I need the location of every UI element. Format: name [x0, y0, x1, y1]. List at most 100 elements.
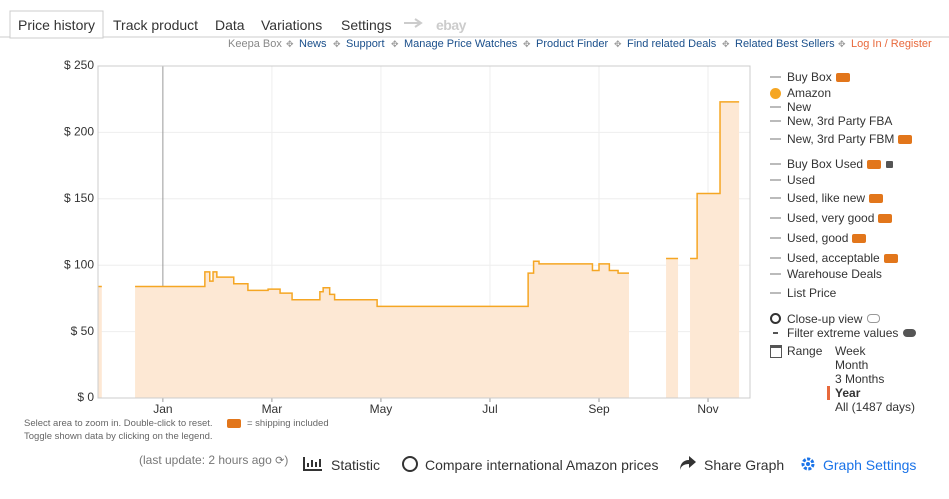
- legend-item[interactable]: Used, acceptable: [787, 252, 898, 264]
- separator: ✥: [391, 39, 399, 49]
- legend-line: [770, 292, 781, 294]
- range-option[interactable]: 3 Months: [835, 372, 885, 386]
- legend-text: Used, very good: [787, 211, 875, 225]
- truck-icon: [227, 419, 241, 428]
- legend-line: [770, 163, 781, 165]
- filter-toggle[interactable]: Filter extreme values: [787, 326, 917, 340]
- tab[interactable]: Settings: [341, 17, 392, 33]
- legend-line: [770, 120, 781, 122]
- legend-item[interactable]: Used, very good: [787, 211, 893, 225]
- truck-icon: [867, 160, 882, 169]
- legend-text: Used, acceptable: [787, 251, 880, 265]
- price-area: [98, 101, 740, 398]
- legend-text: Buy Box: [787, 70, 832, 84]
- option-text: Close-up view: [787, 312, 863, 326]
- graph-settings-button[interactable]: Graph Settings: [823, 457, 917, 473]
- price-line: [98, 101, 740, 308]
- legend-line: [770, 273, 781, 275]
- active-tab: [9, 10, 104, 39]
- tab[interactable]: ebay: [436, 17, 466, 33]
- range-label: Range: [787, 344, 823, 358]
- x-tick-label: Mar: [262, 402, 283, 416]
- y-tick-label: $ 100: [64, 257, 94, 271]
- tab[interactable]: Data: [215, 17, 245, 33]
- refresh-icon[interactable]: ⟳: [275, 455, 285, 467]
- legend-item[interactable]: Used, like new: [787, 191, 884, 205]
- legend-item[interactable]: New, 3rd Party FBA: [787, 114, 893, 128]
- legend-line: [770, 237, 781, 239]
- separator: ✥: [614, 39, 622, 49]
- tab[interactable]: Variations: [261, 17, 323, 33]
- range-option[interactable]: Month: [835, 358, 869, 372]
- separator: ✥: [523, 39, 531, 49]
- legend-line: [770, 197, 781, 199]
- legend-item[interactable]: New: [787, 100, 812, 114]
- link[interactable]: Manage Price Watches: [404, 38, 518, 50]
- truck-icon: [878, 214, 893, 223]
- toggle-on: [903, 329, 917, 337]
- legend-text: Buy Box Used: [787, 157, 864, 171]
- option-text: Filter extreme values: [787, 326, 899, 340]
- x-tick-label: Jul: [482, 402, 497, 416]
- link[interactable]: Product Finder: [536, 38, 609, 50]
- note: Select area to zoom in. Double-click to …: [24, 418, 213, 429]
- footer-text: ): [284, 453, 289, 467]
- legend-line: [770, 217, 781, 219]
- y-tick-label: $ 250: [64, 58, 94, 72]
- y-tick-label: $ 200: [64, 125, 94, 139]
- compare-button[interactable]: Compare international Amazon prices: [425, 457, 659, 473]
- footer-text: (last update: 2 hours ago: [139, 453, 272, 467]
- share-icon: [680, 456, 696, 470]
- tab[interactable]: Price history: [18, 17, 96, 33]
- legend-item[interactable]: Buy Box Used: [787, 157, 894, 171]
- legend-line: [770, 106, 781, 108]
- legend-line: [770, 138, 781, 140]
- arrow-icon: [404, 18, 423, 28]
- range-option[interactable]: Year: [835, 386, 861, 400]
- statistic-icon: [303, 457, 322, 471]
- lock-icon: [886, 161, 894, 168]
- link[interactable]: News: [299, 38, 327, 50]
- legend-dot: [770, 88, 781, 99]
- link[interactable]: Find related Deals: [627, 38, 717, 50]
- statistic-button[interactable]: Statistic: [331, 457, 381, 473]
- share-button[interactable]: Share Graph: [704, 457, 785, 473]
- y-tick-label: $ 0: [77, 390, 94, 404]
- separator: ✥: [286, 39, 294, 49]
- range-option[interactable]: All (1487 days): [835, 400, 916, 414]
- separator: ✥: [333, 39, 341, 49]
- legend-item[interactable]: Used: [787, 173, 816, 187]
- legend-item[interactable]: Used, good: [787, 231, 867, 245]
- legend-item[interactable]: Buy Box: [787, 71, 850, 83]
- calendar-icon: [770, 345, 782, 358]
- link[interactable]: Support: [346, 38, 385, 50]
- plot-border: [97, 65, 751, 399]
- truck-icon: [852, 234, 867, 243]
- note: = shipping included: [247, 418, 329, 429]
- legend-item[interactable]: Amazon: [787, 86, 832, 100]
- x-tick-label: Jan: [153, 402, 172, 416]
- x-tick-label: May: [370, 402, 393, 416]
- note: Toggle shown data by clicking on the leg…: [24, 431, 213, 442]
- range-selected-bar: [827, 386, 830, 400]
- close-up-toggle[interactable]: Close-up view: [787, 312, 881, 326]
- link[interactable]: Log In / Register: [851, 38, 932, 50]
- toggle-off: [867, 314, 881, 323]
- legend-text: Used, good: [787, 231, 849, 245]
- y-tick-label: $ 50: [71, 324, 95, 338]
- legend-item[interactable]: List Price: [787, 286, 837, 300]
- link[interactable]: Related Best Sellers: [735, 38, 835, 50]
- gear-icon: [801, 457, 815, 471]
- range-option[interactable]: Week: [835, 344, 866, 358]
- legend-item[interactable]: New, 3rd Party FBM: [787, 132, 913, 146]
- legend-line: [770, 76, 781, 78]
- truck-icon: [835, 73, 850, 82]
- search-icon: [770, 313, 781, 324]
- link[interactable]: Keepa Box: [228, 38, 282, 50]
- legend-item[interactable]: Warehouse Deals: [787, 267, 882, 281]
- tab[interactable]: Track product: [113, 17, 199, 33]
- legend-text: New, 3rd Party FBM: [787, 132, 895, 146]
- legend-text: Used, like new: [787, 191, 866, 205]
